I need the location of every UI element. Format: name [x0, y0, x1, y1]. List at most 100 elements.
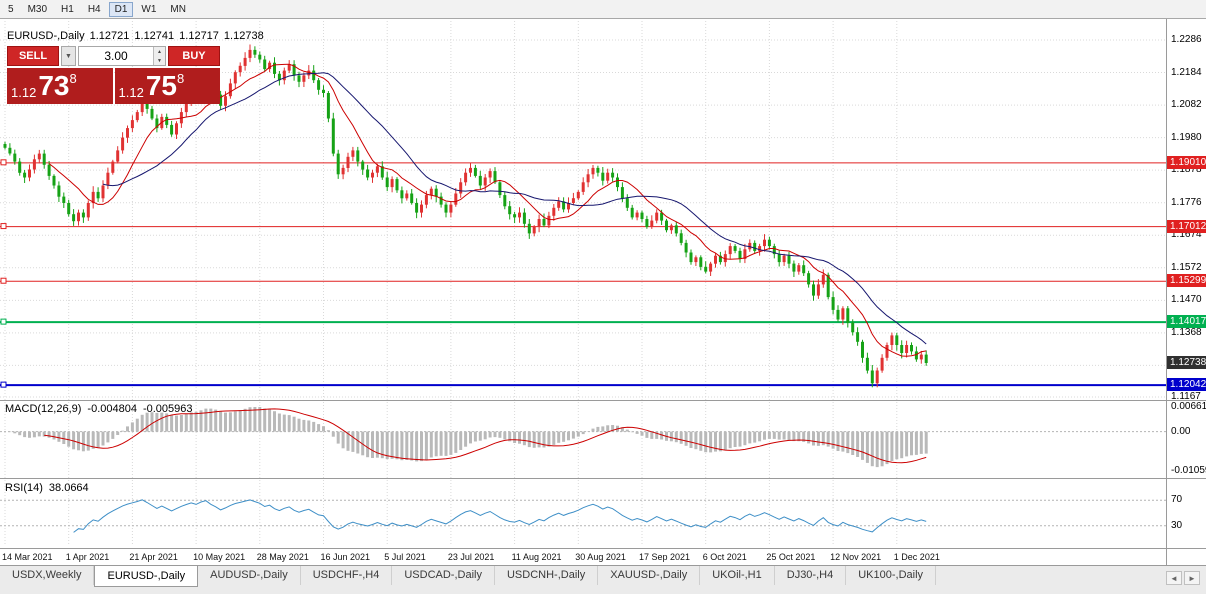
- date-label: 30 Aug 2021: [575, 552, 626, 562]
- arrow-up-icon: ▲: [157, 48, 162, 55]
- date-label: 5 Jul 2021: [384, 552, 426, 562]
- tab-scroll-right-button[interactable]: ►: [1184, 571, 1200, 585]
- chevron-down-icon: ▼: [65, 52, 72, 60]
- bar-low: 1.12717: [179, 30, 219, 42]
- price-axis-tick: 1.1980: [1171, 132, 1202, 143]
- chart-title: EURUSD-,Daily 1.12721 1.12741 1.12717 1.1273…: [7, 30, 269, 42]
- date-label: 10 May 2021: [193, 552, 246, 562]
- chart-tab-usdx-weekly[interactable]: USDX,Weekly: [0, 566, 95, 585]
- volume-decrease-button[interactable]: ▼: [154, 56, 165, 65]
- ask-price-button[interactable]: 1.12 75 8: [114, 68, 220, 104]
- date-label: 28 May 2021: [256, 552, 309, 562]
- bar-close: 1.12738: [223, 30, 264, 42]
- macd-signal-line: [44, 408, 927, 464]
- price-axis-tick: 1.1878: [1171, 164, 1202, 175]
- date-label: 12 Nov 2021: [830, 552, 882, 562]
- date-label: 1 Apr 2021: [65, 552, 110, 562]
- ask-prefix: 1.12: [118, 85, 144, 100]
- rsi-indicator-label: RSI(14) 38.0664: [5, 482, 95, 494]
- line-anchor-1.19010[interactable]: [0, 159, 7, 166]
- date-label: 1 Dec 2021: [893, 552, 940, 562]
- tab-scroll-left-button[interactable]: ◄: [1166, 571, 1182, 585]
- macd-indicator-label: MACD(12,26,9) -0.004804 -0.005963: [5, 403, 199, 415]
- line-price-label: 1.19010: [1167, 156, 1206, 169]
- timeframe-button-d1[interactable]: D1: [108, 1, 134, 17]
- chart-tab-audusd-daily[interactable]: AUDUSD-,Daily: [198, 566, 301, 585]
- bid-prefix: 1.12: [11, 85, 37, 100]
- bid-pip-digit: 8: [69, 71, 77, 86]
- chart-tab-xauusd-daily[interactable]: XAUUSD-,Daily: [598, 566, 701, 585]
- volume-field: ▲ ▼: [78, 46, 166, 66]
- arrow-right-icon: ►: [1188, 573, 1196, 583]
- bid-price-button[interactable]: 1.12 73 8: [7, 68, 113, 104]
- date-label: 25 Oct 2021: [766, 552, 816, 562]
- line-price-label: 1.15299: [1167, 274, 1206, 287]
- price-axis-tick: 1.1167: [1171, 391, 1201, 402]
- price-axis-tick: 1.1674: [1171, 229, 1202, 240]
- chart-tab-bar: USDX,Weekly EURUSD-,Daily AUDUSD-,Daily USD…: [0, 565, 1206, 594]
- price-axis-tick: 1.2184: [1171, 67, 1202, 78]
- chart-tab-uk100-daily[interactable]: UK100-,Daily: [846, 566, 937, 585]
- line-anchor-1.14017[interactable]: [0, 318, 7, 325]
- price-axis-tick: 1.2286: [1171, 34, 1202, 45]
- rsi-axis-tick: 70: [1171, 494, 1183, 505]
- pane-separator-macd[interactable]: [0, 400, 1206, 401]
- arrow-down-icon: ▼: [157, 57, 162, 64]
- bar-high: 1.12741: [134, 30, 175, 42]
- rsi-line: [73, 499, 927, 533]
- line-price-label: 1.12042: [1167, 378, 1206, 391]
- macd-histogram: [8, 407, 928, 468]
- timeframe-button-mn[interactable]: MN: [170, 3, 186, 15]
- line-anchor-1.15299[interactable]: [0, 277, 7, 284]
- rsi-value: 38.0664: [48, 482, 89, 494]
- date-label: 6 Oct 2021: [702, 552, 747, 562]
- macd-axis-tick: -0.010597: [1171, 465, 1206, 476]
- volume-increase-button[interactable]: ▲: [154, 47, 165, 56]
- date-label: 23 Jul 2021: [447, 552, 495, 562]
- timeframe-button-h4[interactable]: H4: [87, 3, 101, 15]
- timeframe-button-w1[interactable]: W1: [141, 3, 157, 15]
- bid-big-digits: 73: [38, 70, 70, 101]
- price-axis-tick: 1.2082: [1171, 99, 1202, 110]
- volume-dropdown-button[interactable]: ▼: [61, 46, 76, 66]
- sr-lines: [0, 159, 1166, 388]
- rsi-name: RSI(14): [5, 482, 43, 494]
- chart-tab-usdcnh-daily[interactable]: USDCNH-,Daily: [495, 566, 599, 585]
- candles: [3, 44, 928, 388]
- price-axis-tick: 1.1572: [1171, 262, 1202, 273]
- timeframe-button-5[interactable]: 5: [8, 3, 14, 15]
- bar-open: 1.12721: [89, 30, 130, 42]
- macd-name: MACD(12,26,9): [5, 403, 82, 415]
- date-label: 21 Apr 2021: [129, 552, 178, 562]
- timeframe-button-h1[interactable]: H1: [61, 3, 74, 15]
- price-axis-tick: 1.1368: [1171, 327, 1202, 338]
- timeframe-toolbar: 5 M30 H1 H4 D1 W1 MN: [0, 0, 1206, 19]
- current-price-label: 1.12738: [1167, 356, 1206, 369]
- chart-tab-eurusd-daily[interactable]: EURUSD-,Daily: [94, 565, 199, 587]
- buy-button[interactable]: BUY: [168, 46, 220, 66]
- line-anchor-1.12042[interactable]: [0, 381, 7, 388]
- rsi-axis-tick: 30: [1171, 520, 1183, 531]
- moving-average-10: [48, 63, 927, 357]
- volume-input[interactable]: [79, 47, 165, 65]
- price-chart-canvas[interactable]: [0, 19, 1166, 565]
- pane-separator-rsi[interactable]: [0, 478, 1206, 479]
- macd-value-1: -0.004804: [87, 403, 137, 415]
- chart-tab-dj30-h4[interactable]: DJ30-,H4: [775, 566, 847, 585]
- macd-axis-tick: 0.00: [1171, 426, 1191, 437]
- macd-axis-tick: 0.006611: [1171, 401, 1206, 412]
- chart-window: 1.2286 1.2184 1.2082 1.1980 1.1878 1.1776 1.16…: [0, 19, 1206, 565]
- chart-tab-usdcad-daily[interactable]: USDCAD-,Daily: [392, 566, 495, 585]
- ask-big-digits: 75: [145, 70, 177, 101]
- sell-button[interactable]: SELL: [7, 46, 59, 66]
- timeframe-button-m30[interactable]: M30: [27, 3, 48, 15]
- chart-tab-ukoil-h1[interactable]: UKOil-,H1: [700, 566, 775, 585]
- line-price-label: 1.17012: [1167, 220, 1206, 233]
- date-label: 17 Sep 2021: [639, 552, 691, 562]
- price-axis: 1.2286 1.2184 1.2082 1.1980 1.1878 1.1776 1.16…: [1167, 19, 1206, 565]
- line-anchor-1.17012[interactable]: [0, 223, 7, 230]
- ask-pip-digit: 8: [176, 71, 185, 86]
- timeframe-buttons: 5 M30 H1 H4 D1 W1 MN: [0, 1, 192, 17]
- volume-stepper: ▲ ▼: [153, 47, 165, 65]
- chart-tab-usdchf-h4[interactable]: USDCHF-,H4: [301, 566, 393, 585]
